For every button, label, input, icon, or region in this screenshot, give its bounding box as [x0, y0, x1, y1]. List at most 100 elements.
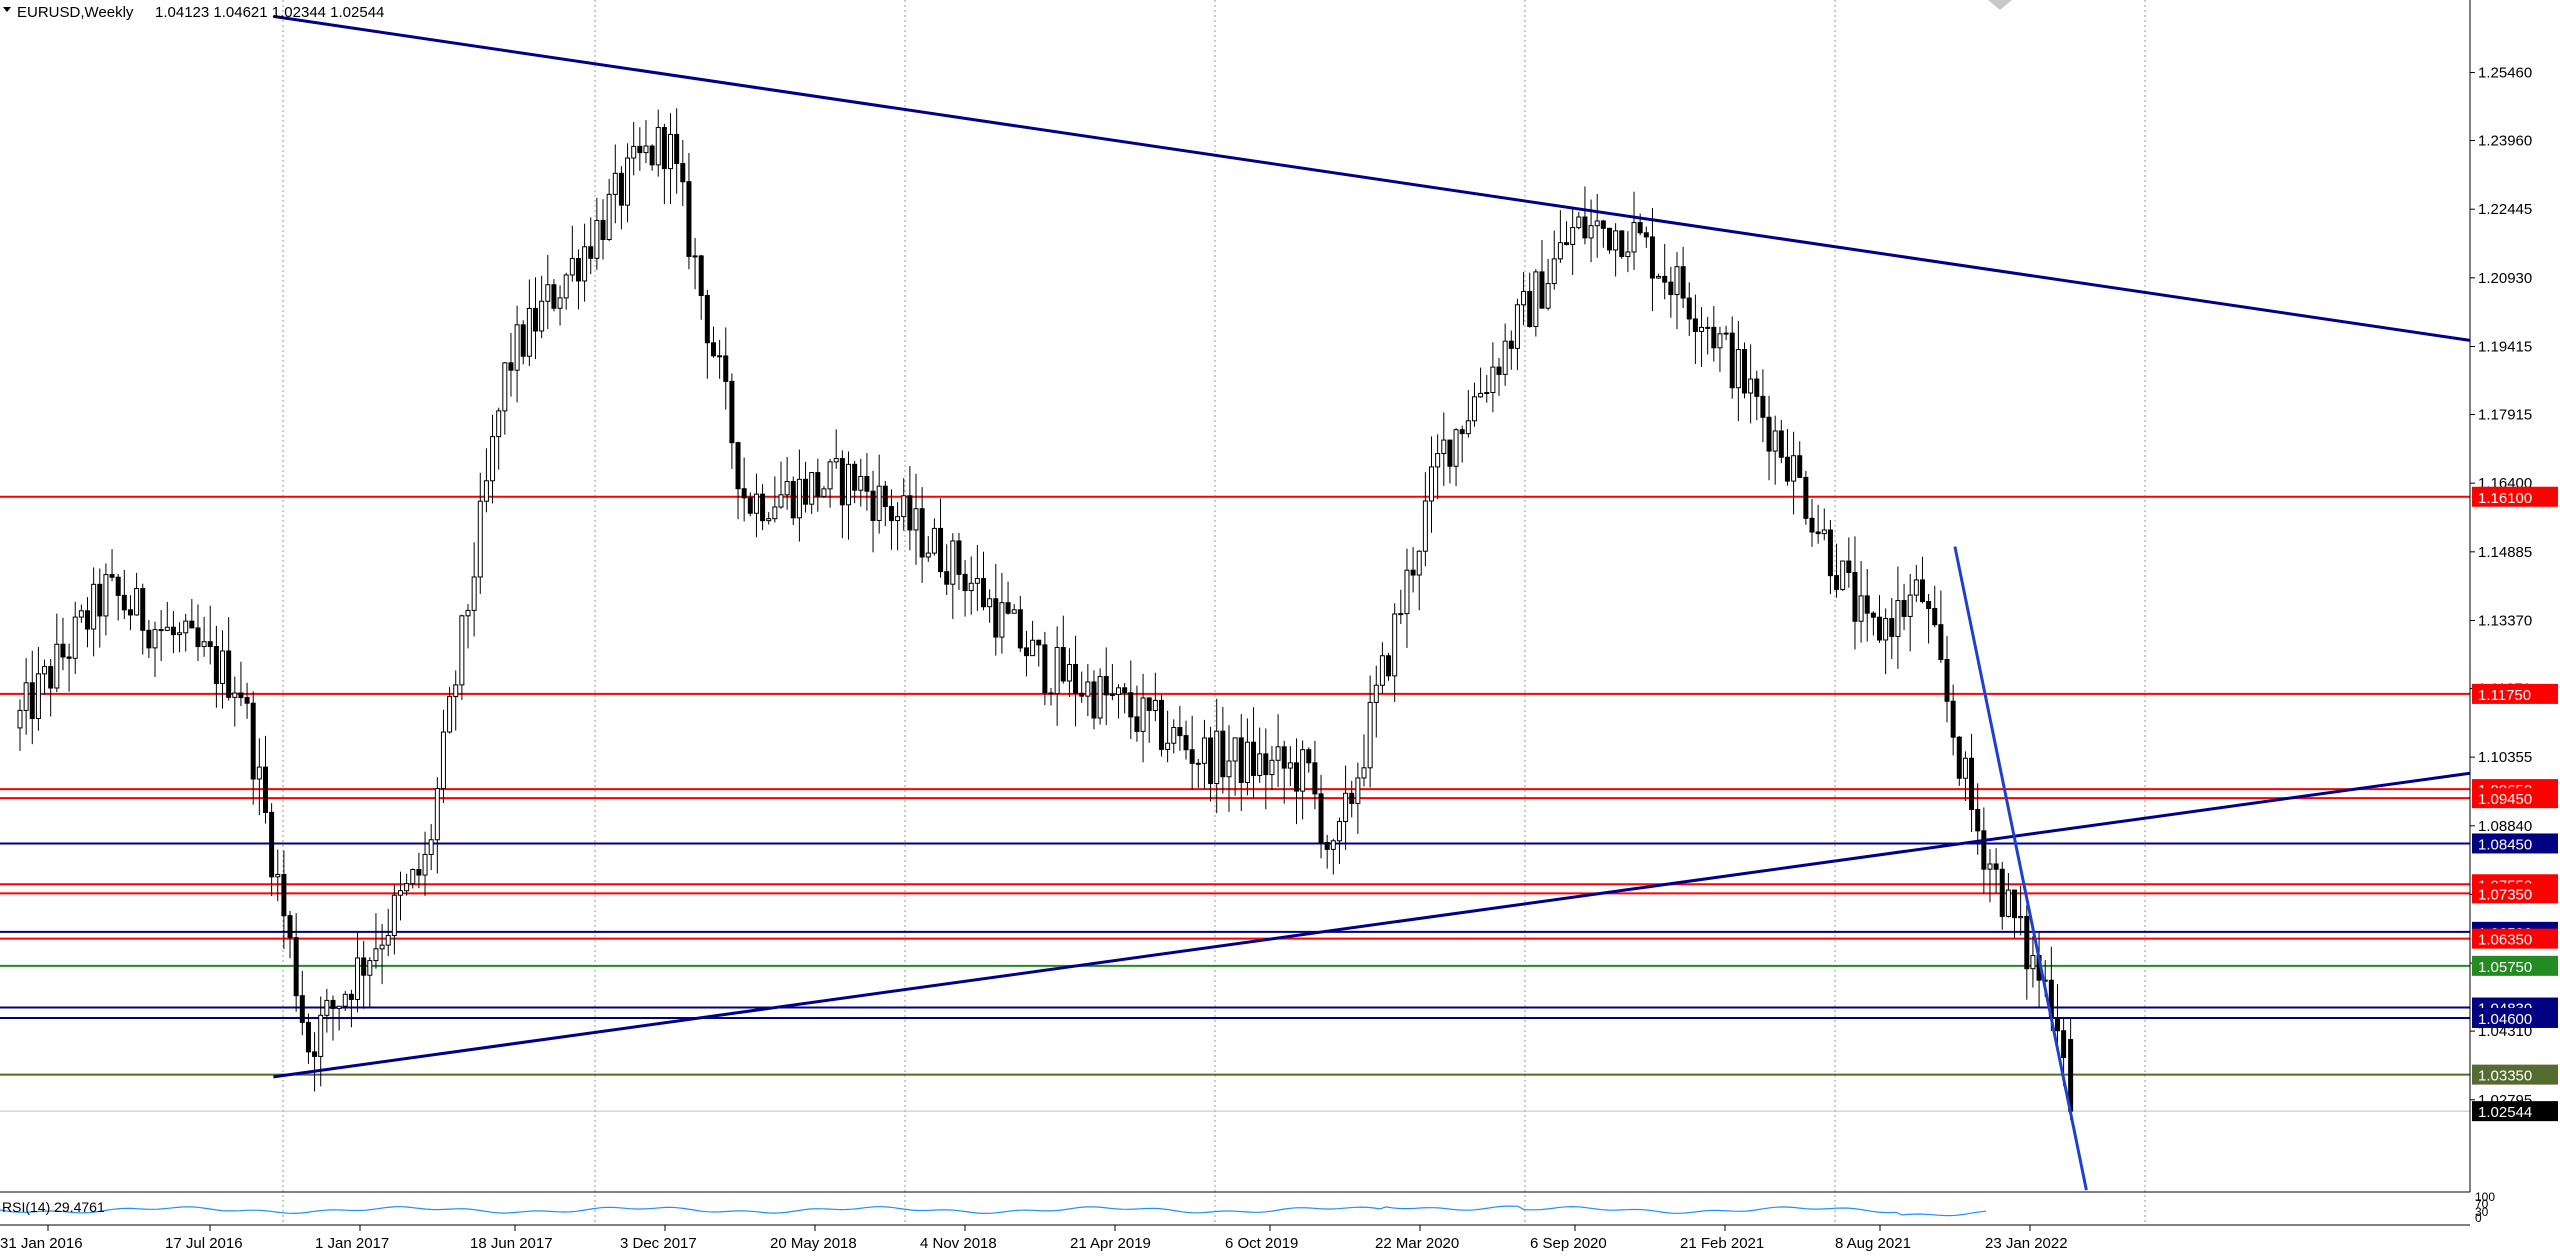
candle [23, 658, 29, 735]
candle [1195, 759, 1201, 788]
trendline-2[interactable] [273, 771, 2471, 1079]
candle [1269, 746, 1275, 791]
candle [226, 617, 232, 701]
candle [1594, 193, 1600, 258]
candle [1686, 282, 1692, 336]
price-tick-label: 1.08840 [2478, 818, 2532, 835]
trendlines[interactable] [273, 14, 2471, 1191]
level-label-text: 1.16100 [2478, 490, 2532, 507]
candle [391, 884, 397, 955]
candle [698, 254, 704, 320]
candle [845, 451, 851, 540]
candle [649, 144, 655, 171]
candle [1791, 431, 1797, 515]
candle [140, 583, 146, 655]
candle [195, 604, 201, 662]
candle [1895, 566, 1901, 669]
candle [1735, 320, 1741, 422]
rsi-line [0, 1205, 1987, 1217]
candle [631, 121, 637, 176]
candle [637, 127, 643, 171]
candle [1226, 725, 1232, 812]
date-tick-label: 21 Feb 2021 [1680, 1235, 1764, 1252]
candle [42, 659, 48, 695]
candle [60, 617, 66, 671]
candle [668, 113, 674, 205]
candle [760, 484, 766, 531]
candle [1919, 556, 1925, 604]
candle [373, 913, 379, 969]
candle [876, 454, 882, 534]
candle [1619, 230, 1625, 259]
candle [919, 487, 925, 583]
candle [1539, 240, 1545, 309]
candle [1674, 252, 1680, 330]
date-axis[interactable]: 31 Jan 2016 17 Jul 2016 1 Jan 2017 18 Jun 2… [0, 1225, 2068, 1252]
candle [1797, 441, 1803, 479]
price-tick-label: 1.23960 [2478, 133, 2532, 150]
candle [1760, 369, 1766, 443]
candle [1533, 269, 1539, 337]
candle [1741, 342, 1747, 399]
candle [416, 852, 422, 889]
candle [944, 544, 950, 596]
candle [164, 601, 170, 632]
candle [502, 361, 508, 435]
candle [471, 542, 477, 637]
candle [324, 988, 330, 1033]
candle [1643, 226, 1649, 248]
trendline-1[interactable] [273, 14, 2471, 342]
level-label-text: 1.05750 [2478, 959, 2532, 976]
candle [557, 285, 563, 326]
candle [1889, 597, 1895, 659]
candle [1901, 583, 1907, 631]
candle [78, 604, 84, 623]
candle [925, 536, 931, 562]
candle [134, 572, 140, 616]
candle [1330, 838, 1336, 875]
candle [809, 471, 815, 514]
date-tick-label: 20 May 2018 [770, 1235, 857, 1252]
candle [29, 650, 35, 745]
candle [183, 613, 189, 652]
candle [244, 682, 250, 719]
candle [453, 670, 459, 731]
level-label-box [2472, 928, 2558, 949]
candle [1858, 561, 1864, 643]
candle [1932, 585, 1938, 628]
candle [1005, 581, 1011, 615]
candle [115, 573, 121, 621]
candle [1864, 568, 1870, 642]
candle [1392, 603, 1398, 702]
date-tick-label: 18 Jun 2017 [470, 1235, 553, 1252]
candle [1373, 665, 1379, 738]
candle [729, 373, 735, 469]
chart-shift-marker-icon[interactable] [1988, 0, 2012, 10]
trendline-3[interactable] [1953, 546, 2088, 1191]
price-tick-label: 1.19415 [2478, 339, 2532, 356]
date-tick-label: 17 Jul 2016 [165, 1235, 243, 1252]
candle [440, 709, 446, 804]
candle [1699, 307, 1705, 367]
candle [1435, 434, 1441, 500]
candlestick-series [17, 108, 2074, 1121]
candle [1232, 737, 1238, 796]
price-tick-label: 1.10355 [2478, 749, 2532, 766]
candle [1140, 673, 1146, 763]
candle [336, 1005, 342, 1031]
candle [1318, 774, 1324, 859]
date-tick-label: 6 Sep 2020 [1530, 1235, 1607, 1252]
candle [1877, 595, 1883, 643]
candle [1600, 219, 1606, 248]
collapse-triangle-icon[interactable] [3, 7, 11, 12]
candle [275, 849, 281, 902]
level-label-text: 1.11750 [2478, 687, 2531, 704]
candle [1152, 672, 1158, 722]
candle [1306, 747, 1312, 773]
price-tick-label: 1.17915 [2478, 406, 2532, 423]
candle [895, 502, 901, 551]
candle [901, 478, 907, 531]
candle [465, 604, 471, 649]
